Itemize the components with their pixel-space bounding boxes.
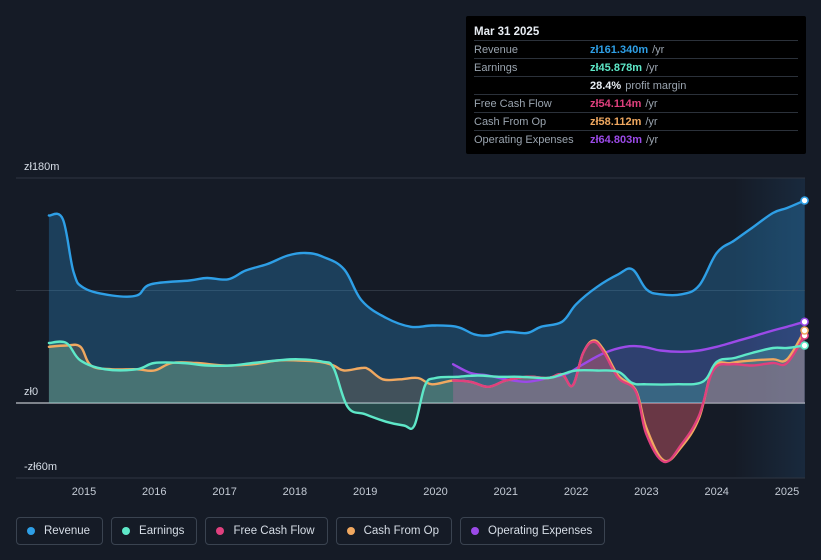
legend-dot-icon (216, 527, 225, 535)
tooltip-row-unit: profit margin (625, 79, 687, 92)
tooltip-row-label: Operating Expenses (474, 133, 574, 146)
x-tick-label: 2015 (72, 486, 96, 498)
y-axis-label: -zł60m (24, 461, 57, 473)
tooltip-row-value: zł64.803m (590, 133, 642, 146)
legend: Revenue Earnings Free Cash Flow Cash From O… (16, 517, 606, 547)
tooltip-row-value: zł58.112m (590, 115, 642, 128)
tooltip-row-value: zł45.878m (590, 61, 642, 74)
legend-dot-icon (471, 527, 480, 535)
x-tick-label: 2017 (212, 486, 236, 498)
tooltip-row: Earnings zł45.878m/yr (474, 58, 798, 76)
tooltip-date: Mar 31 2025 (474, 26, 540, 38)
x-tick-label: 2020 (423, 486, 447, 498)
x-tick-label: 2018 (283, 486, 307, 498)
legend-item-earnings[interactable]: Earnings (111, 517, 198, 545)
legend-item-operating-expenses[interactable]: Operating Expenses (460, 517, 606, 545)
series-area-revenue (48, 200, 805, 403)
legend-label: Operating Expenses (488, 525, 593, 537)
series-area-operating-expenses (453, 321, 805, 403)
series-area-cash-from-op (48, 330, 805, 462)
tooltip-row-value: 28.4% (590, 79, 622, 92)
tooltip-row: 28.4% profit margin (474, 76, 798, 94)
series-line-revenue (47, 199, 805, 337)
tooltip-row: Free Cash Flow zł54.114m/yr (474, 94, 798, 112)
tooltip-row-value: zł54.114m (590, 97, 642, 110)
tooltip-panel: Mar 31 2025 Revenue zł161.340m/yr Earnings… (466, 16, 806, 154)
y-axis-label: zł0 (24, 386, 38, 398)
legend-item-revenue[interactable]: Revenue (16, 517, 104, 545)
recent-period-shading (734, 178, 805, 478)
legend-dot-icon (122, 527, 131, 535)
series-line-earnings (47, 340, 805, 431)
tooltip-row-label: Free Cash Flow (474, 97, 552, 110)
x-tick-label: 2025 (775, 486, 799, 498)
tooltip-row-unit: /yr (652, 43, 665, 56)
x-tick-label: 2022 (564, 486, 588, 498)
series-end-marker (800, 341, 809, 350)
tooltip-row-label: Earnings (474, 61, 518, 74)
tooltip-row-label: Cash From Op (474, 115, 547, 128)
series-end-marker (800, 196, 809, 205)
tooltip-row: Operating Expenses zł64.803m/yr (474, 130, 798, 148)
legend-dot-icon (27, 527, 35, 535)
legend-dot-icon (346, 527, 355, 535)
tooltip-row: Revenue zł161.340m/yr (474, 40, 798, 58)
series-end-marker (800, 326, 809, 335)
legend-label: Free Cash Flow (233, 525, 315, 537)
tooltip-row-value: zł161.340m (590, 43, 649, 56)
legend-label: Revenue (44, 525, 91, 537)
legend-label: Cash From Op (363, 525, 440, 537)
tooltip-row-unit: /yr (645, 133, 659, 146)
series-end-marker (800, 317, 809, 327)
y-axis-label: zł180m (24, 161, 59, 173)
x-tick-label: 2016 (142, 486, 166, 498)
legend-label: Earnings (139, 525, 185, 537)
x-tick-label: 2024 (704, 486, 728, 498)
tooltip-row-unit: /yr (645, 115, 658, 128)
x-tick-label: 2023 (634, 486, 658, 498)
x-tick-label: 2019 (353, 486, 377, 498)
tooltip-row-label: Revenue (474, 43, 519, 56)
legend-item-cash-from-op[interactable]: Cash From Op (335, 517, 453, 545)
tooltip-row-unit: /yr (645, 97, 658, 110)
x-tick-label: 2021 (494, 486, 518, 498)
series-area-earnings (48, 341, 805, 429)
legend-item-free-cash-flow[interactable]: Free Cash Flow (205, 517, 328, 545)
tooltip-row: Cash From Op zł58.112m/yr (474, 112, 798, 130)
tooltip-row-unit: /yr (645, 61, 659, 74)
